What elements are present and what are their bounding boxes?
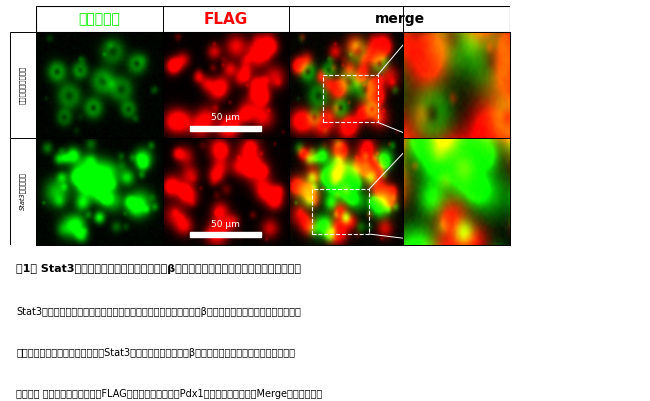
Text: 図1　 Stat3欠失マウスでは膵腺房細胞からβ細胞へのリプログラミングが亢進している: 図1 Stat3欠失マウスでは膵腺房細胞からβ細胞へのリプログラミングが亢進して…: [16, 264, 301, 274]
Text: 50 μm: 50 μm: [211, 113, 240, 122]
Text: merge: merge: [374, 12, 425, 26]
Text: インスリン: インスリン: [78, 12, 120, 26]
Text: FLAG: FLAG: [203, 12, 248, 26]
Text: Stat3欠失マウス（下段）では対照マウス（上段）と比較して新生β細胞数が増加している。また拡大図: Stat3欠失マウス（下段）では対照マウス（上段）と比較して新生β細胞数が増加し…: [16, 306, 301, 316]
Text: 50 μm: 50 μm: [211, 220, 240, 229]
Bar: [190, 126, 261, 131]
Bar: [324, 75, 378, 122]
Text: される。 緑：インスリン、赤：FLAG（外因性に転写因子Pdx1を発現した細胞）、Merge：重ね合わせ: される。 緑：インスリン、赤：FLAG（外因性に転写因子Pdx1を発現した細胞）…: [16, 389, 322, 399]
Text: Stat3欠損マウス: Stat3欠損マウス: [20, 172, 26, 211]
Bar: [312, 189, 369, 234]
Bar: [190, 232, 261, 237]
Text: （下段右端）にみられるように、Stat3欠失マウスでは数個のβ細胞が一塊となった膵島様構造が散見: （下段右端）にみられるように、Stat3欠失マウスでは数個のβ細胞が一塊となった…: [16, 348, 295, 358]
Text: コントロールマウス: コントロールマウス: [20, 66, 26, 104]
